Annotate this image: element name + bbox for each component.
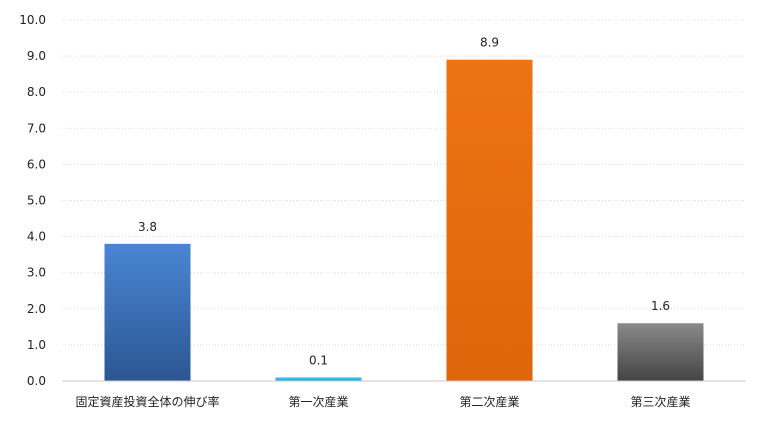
data-label: 3.8 — [138, 220, 157, 234]
data-label: 8.9 — [480, 36, 499, 50]
bar — [617, 323, 704, 381]
y-tick-label: 0.0 — [27, 374, 46, 388]
y-tick-label: 2.0 — [27, 302, 46, 316]
y-tick-label: 1.0 — [27, 338, 46, 352]
y-tick-label: 4.0 — [27, 230, 46, 244]
y-tick-label: 5.0 — [27, 194, 46, 208]
y-tick-label: 8.0 — [27, 85, 46, 99]
bars — [104, 59, 704, 382]
y-tick-label: 6.0 — [27, 157, 46, 171]
category-label: 固定資産投資全体の伸び率 — [75, 394, 219, 409]
y-tick-label: 3.0 — [27, 266, 46, 280]
y-tick-label: 7.0 — [27, 121, 46, 135]
data-label: 0.1 — [309, 353, 328, 367]
bar — [104, 243, 191, 381]
y-tick-label: 10.0 — [19, 13, 46, 27]
category-label: 第三次産業 — [630, 394, 690, 409]
data-labels: 3.8 0.1 8.9 1.6 — [138, 36, 670, 368]
y-tick-label: 9.0 — [27, 49, 46, 63]
data-label: 1.6 — [651, 299, 670, 313]
category-label: 第一次産業 — [288, 394, 348, 409]
bar — [446, 59, 533, 382]
x-axis-categories: 固定資産投資全体の伸び率 第一次産業 第二次産業 第三次産業 — [75, 394, 690, 409]
y-axis-ticks: 0.0 1.0 2.0 3.0 4.0 5.0 6.0 7.0 8.0 9.0 10.0 — [19, 13, 46, 388]
bar — [275, 377, 362, 381]
category-label: 第二次産業 — [459, 394, 519, 409]
